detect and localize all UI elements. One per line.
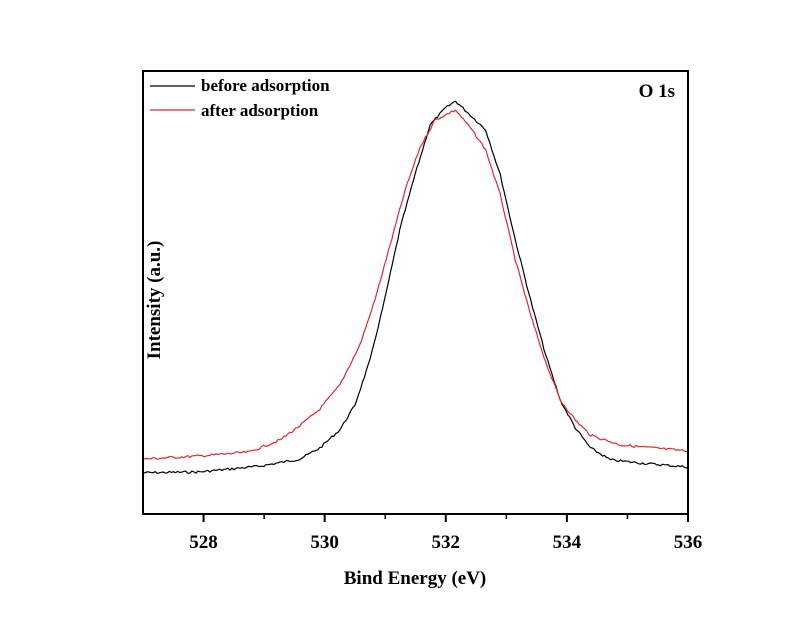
plot-lines (142, 100, 689, 475)
series-line-before-adsorption (142, 100, 689, 475)
series-line-after-adsorption (142, 109, 689, 460)
x-tick-label: 528 (189, 532, 218, 553)
x-tick-label: 532 (432, 532, 461, 553)
x-axis-title: Bind Energy (eV) (344, 568, 487, 589)
legend: before adsorption after adsorption (150, 76, 330, 120)
x-tick-label: 536 (674, 532, 703, 553)
plot-frame (142, 70, 689, 515)
x-axis-ticks (202, 514, 689, 522)
x-tick-label: 530 (310, 532, 339, 553)
spectrum-annotation: O 1s (639, 81, 675, 102)
x-tick-label: 534 (553, 532, 582, 553)
x-axis-tick-labels: 528 530 532 534 536 (189, 532, 702, 553)
legend-label-after: after adsorption (201, 101, 319, 120)
legend-label-before: before adsorption (201, 76, 330, 95)
y-axis-title: Intensity (a.u.) (144, 241, 165, 360)
